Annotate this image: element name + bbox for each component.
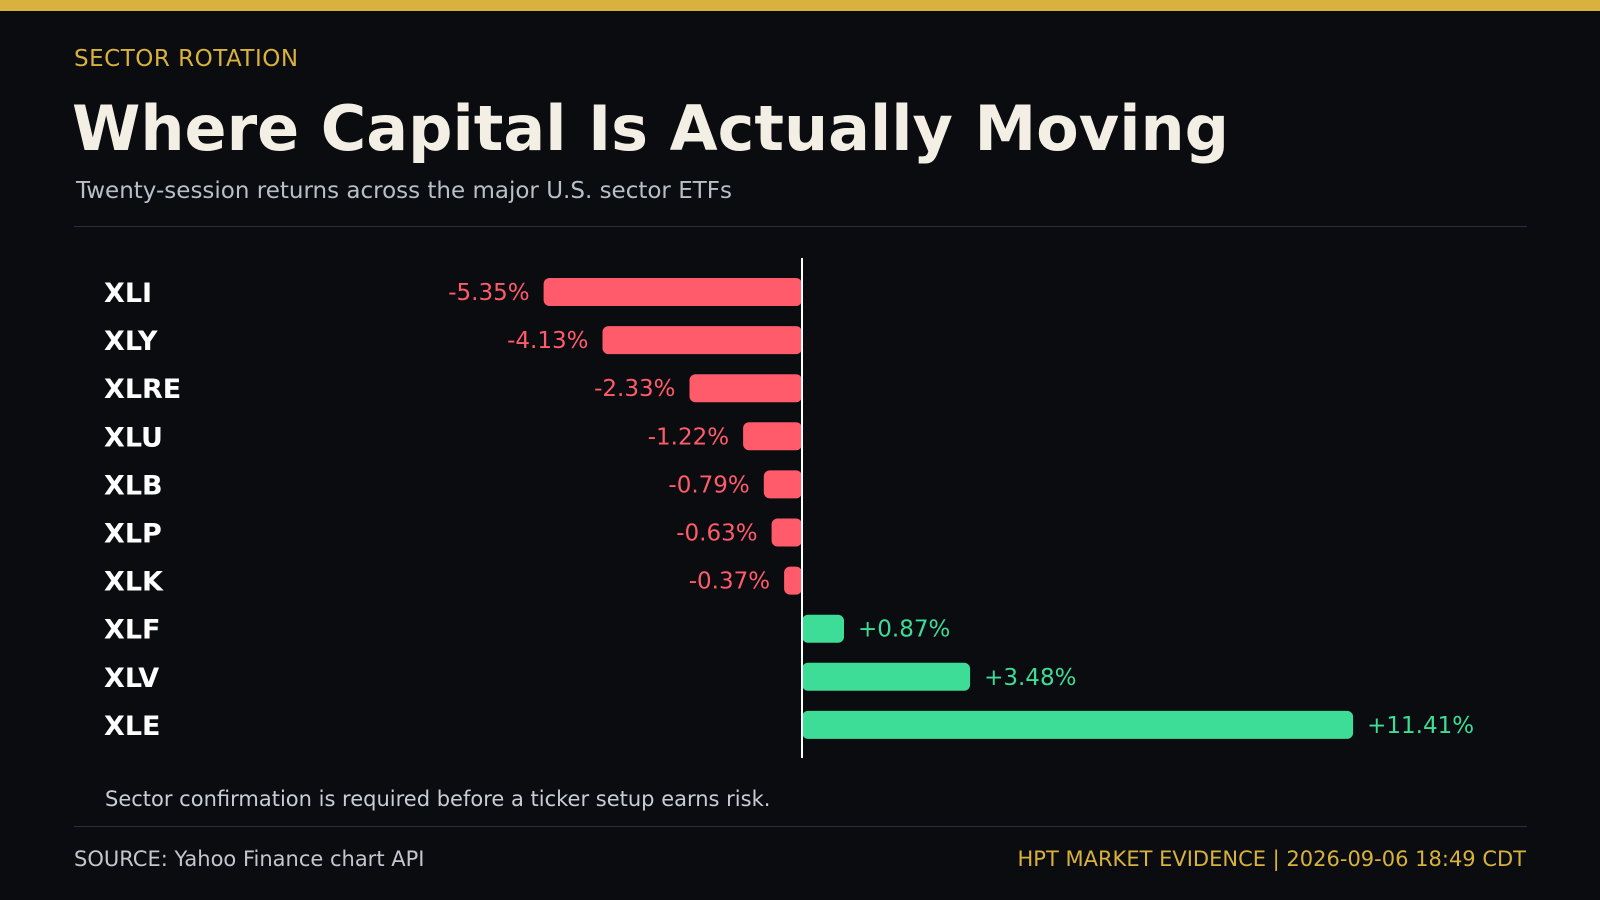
section-eyebrow: SECTOR ROTATION <box>74 46 299 72</box>
value-label-xlu: -1.22% <box>648 424 729 450</box>
accent-top-bar <box>0 0 1600 11</box>
value-label-xlp: -0.63% <box>676 521 757 547</box>
bar-xlk <box>784 566 802 595</box>
value-label-xlf: +0.87% <box>858 617 950 643</box>
category-label-xlu: XLU <box>104 422 163 453</box>
category-label-xle: XLE <box>104 711 160 742</box>
value-label-xli: -5.35% <box>448 280 529 306</box>
divider-top <box>74 226 1527 227</box>
bar-xlp <box>771 518 802 547</box>
bar-xle <box>802 710 1354 739</box>
value-label-xlv: +3.48% <box>984 665 1076 691</box>
category-label-xlb: XLB <box>104 470 163 501</box>
source-credit: SOURCE: Yahoo Finance chart API <box>74 847 425 871</box>
bar-xlb <box>763 470 802 499</box>
category-label-xli: XLI <box>104 278 152 309</box>
category-label-xlk: XLK <box>104 567 164 598</box>
value-label-xle: +11.41% <box>1367 713 1474 739</box>
value-label-xly: -4.13% <box>507 328 588 354</box>
bar-xli <box>543 278 802 306</box>
bar-xlre <box>689 374 802 403</box>
category-label-xlp: XLP <box>104 519 162 550</box>
page-subtitle: Twenty-session returns across the major … <box>76 178 732 204</box>
chart-note: Sector confirmation is required before a… <box>105 787 771 811</box>
timestamp-stamp: HPT MARKET EVIDENCE | 2026-09-06 18:49 C… <box>1017 847 1526 871</box>
bar-xlf <box>802 614 844 643</box>
category-label-xlre: XLRE <box>104 374 181 405</box>
page-title: Where Capital Is Actually Moving <box>72 92 1229 165</box>
divider-bottom <box>74 826 1527 827</box>
category-label-xly: XLY <box>104 326 158 357</box>
value-label-xlb: -0.79% <box>668 472 749 498</box>
category-label-xlf: XLF <box>104 615 160 646</box>
bar-xlv <box>802 662 971 691</box>
value-label-xlre: -2.33% <box>594 376 675 402</box>
bar-xlu <box>743 422 802 451</box>
value-label-xlk: -0.37% <box>689 569 770 595</box>
bar-xly <box>602 326 802 355</box>
category-label-xlv: XLV <box>104 663 159 694</box>
